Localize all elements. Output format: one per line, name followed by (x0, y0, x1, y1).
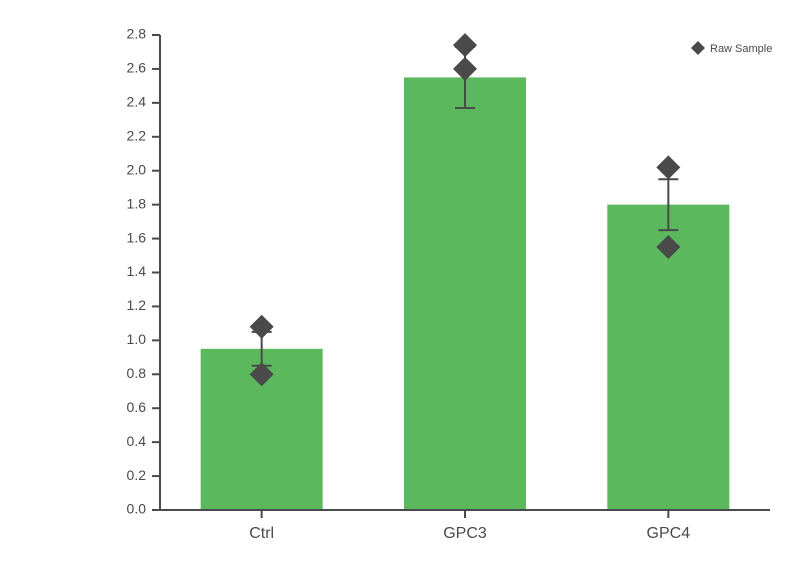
y-tick-label: 0.2 (127, 467, 147, 483)
bar (404, 77, 526, 510)
y-tick-label: 2.8 (127, 26, 147, 42)
y-tick-label: 0.6 (127, 399, 147, 415)
x-tick-label: GPC4 (647, 525, 691, 542)
y-tick-label: 0.0 (127, 501, 147, 517)
x-tick-label: Ctrl (249, 525, 274, 542)
y-tick-label: 1.0 (127, 331, 147, 347)
y-tick-label: 1.6 (127, 229, 147, 245)
y-tick-label: 2.2 (127, 127, 147, 143)
y-tick-label: 0.4 (127, 433, 147, 449)
x-tick-label: GPC3 (443, 525, 487, 542)
y-tick-label: 2.4 (127, 94, 147, 110)
y-tick-label: 1.8 (127, 195, 147, 211)
y-tick-label: 2.6 (127, 60, 147, 76)
y-tick-label: 0.8 (127, 365, 147, 381)
y-tick-label: 2.0 (127, 161, 147, 177)
y-tick-label: 1.2 (127, 297, 147, 313)
y-tick-label: 1.4 (127, 263, 147, 279)
legend-label: Raw Sample (710, 43, 772, 55)
bar-chart: 0.0 0.2 0.4 0.6 0.8 1.0 1.2 1.4 1.6 1.8 2.0 2.2 2.4 2… (0, 0, 800, 569)
